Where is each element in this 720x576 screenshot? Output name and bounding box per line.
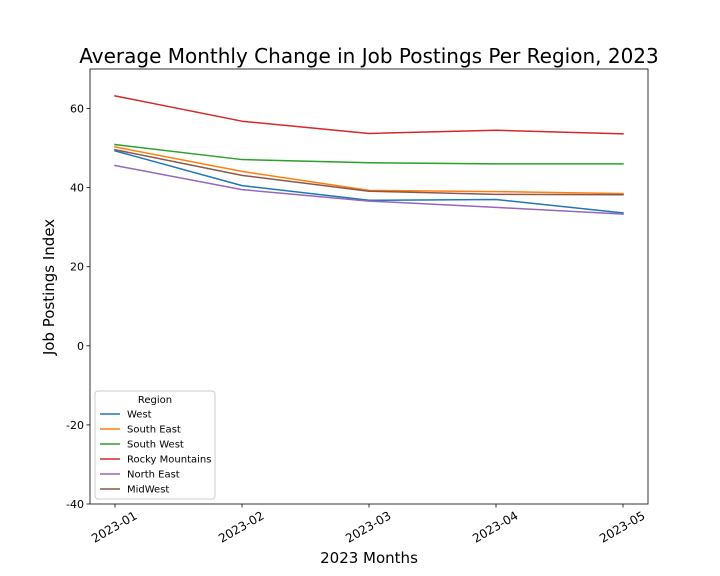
legend-label-west: West (127, 410, 152, 421)
legend: Region West South East South West Rocky Mou… (94, 390, 216, 500)
y-tick-label: 40 (70, 182, 84, 195)
x-tick-label: 2023-02 (216, 508, 266, 545)
x-axis-title: 2023 Months (320, 549, 418, 567)
x-tick-label: 2023-03 (343, 508, 393, 545)
legend-title: Region (138, 395, 172, 406)
legend-box (94, 390, 216, 500)
x-tick-label: 2023-05 (597, 508, 647, 545)
y-tick-label: 0 (77, 340, 84, 353)
x-tick-label: 2023-04 (470, 508, 520, 545)
legend-label-midwest: MidWest (127, 485, 169, 496)
y-tick-label: -20 (66, 419, 84, 432)
legend-label-rocky-mountains: Rocky Mountains (127, 455, 211, 466)
x-tick-label: 2023-01 (89, 508, 139, 545)
series-layer (114, 95, 624, 215)
y-tick-label: -40 (66, 498, 84, 511)
legend-label-south-west: South West (127, 440, 184, 451)
y-tick-label: 20 (70, 261, 84, 274)
y-axis-ticks: -40 -20 0 20 40 60 (66, 103, 90, 511)
legend-label-south-east: South East (127, 425, 181, 436)
series-line-west (114, 149, 624, 214)
chart-title: Average Monthly Change in Job Postings P… (79, 44, 659, 68)
y-axis-title: Job Postings Index (40, 219, 58, 356)
x-axis-ticks: 2023-01 2023-02 2023-03 2023-04 2023-05 (89, 504, 648, 546)
series-line-rocky-mountains (114, 95, 624, 135)
legend-label-north-east: North East (127, 470, 180, 481)
y-tick-label: 60 (70, 103, 84, 116)
